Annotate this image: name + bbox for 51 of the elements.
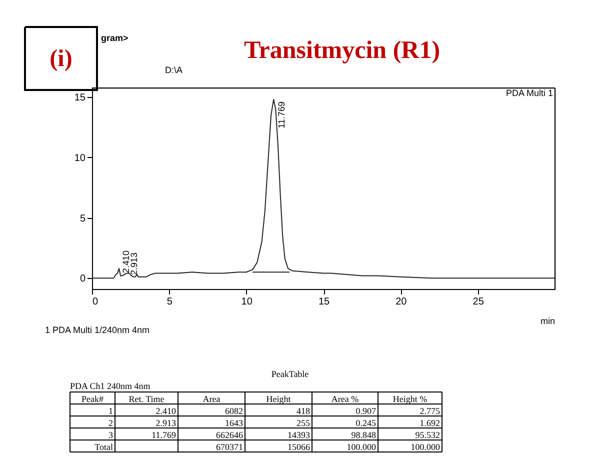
annotation: 2.913 — [128, 252, 139, 275]
y-tick-label: 10 — [74, 152, 86, 164]
text: Ret. Time — [128, 394, 164, 404]
x-tick-label: 20 — [396, 296, 408, 308]
text: Peak# — [82, 394, 104, 404]
text: (i) — [50, 46, 72, 72]
text: gram> — [101, 33, 128, 43]
text: 2.775 — [420, 406, 440, 416]
text: 95.532 — [415, 430, 440, 440]
text: Total — [94, 442, 114, 452]
text: 11.769 — [152, 430, 176, 440]
text: 0.245 — [356, 418, 376, 428]
text: 1.692 — [420, 418, 440, 428]
text: 418 — [296, 406, 310, 416]
text: 1 — [108, 406, 113, 416]
text: 15066 — [288, 442, 310, 452]
x-tick-label: 0 — [92, 296, 98, 308]
text: 1 PDA Multi 1/240nm 4nm — [45, 325, 150, 335]
text: 2.410 — [156, 406, 176, 416]
text: Area % — [331, 394, 360, 404]
y-tick-label: 15 — [74, 92, 86, 104]
text: 100.000 — [410, 442, 440, 452]
annotation: PDA Multi 1 — [506, 88, 553, 98]
text: Height % — [392, 394, 428, 404]
x-tick-label: 15 — [318, 296, 330, 308]
text: 98.848 — [351, 430, 376, 440]
text: 662646 — [216, 430, 244, 440]
x-tick-label: 25 — [472, 296, 484, 308]
chart-title: Transitmycin (R1) — [244, 37, 440, 64]
text: 100.000 — [346, 442, 376, 452]
x-tick-label: 5 — [166, 296, 173, 308]
text: 255 — [296, 418, 310, 428]
text: 3 — [108, 430, 114, 440]
text: Area — [202, 394, 220, 404]
text: 6082 — [225, 406, 243, 416]
x-axis-title: min — [540, 316, 555, 326]
annotation: 2.410 — [121, 250, 132, 274]
text: 1643 — [225, 418, 244, 428]
text: 14393 — [288, 430, 310, 440]
y-tick-label: 5 — [80, 213, 86, 224]
text: 2 — [108, 418, 113, 428]
y-tick-label: 0 — [80, 274, 86, 285]
text: 670371 — [216, 442, 243, 452]
x-tick-label: 10 — [241, 296, 253, 308]
text: 0.907 — [356, 406, 376, 416]
annotation: 11.769 — [276, 101, 287, 128]
text: PeakTable — [271, 369, 309, 379]
text: PDA Ch1 240nm 4nm — [70, 381, 150, 391]
text: 2.913 — [156, 418, 176, 428]
text: Height — [266, 394, 292, 404]
text: D:\A — [165, 65, 183, 75]
